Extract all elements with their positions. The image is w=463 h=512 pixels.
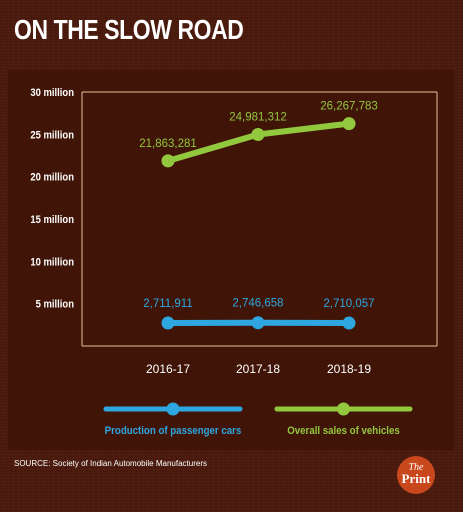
logo-line2: Print: [401, 471, 431, 486]
x-tick-label: 2017-18: [236, 362, 280, 376]
data-label-production: 2,746,658: [232, 298, 283, 310]
data-point-sales: [342, 117, 356, 131]
legend-label-sales: Overall sales of vehicles: [287, 426, 400, 438]
chart-title: ON THE SLOW ROAD: [14, 14, 244, 45]
data-label-production: 2,711,911: [143, 298, 192, 310]
chart-series: 2,711,911 2,746,658 2,710,057 21,863,281 24,…: [139, 101, 378, 330]
y-tick-label: 30 million: [30, 87, 74, 99]
x-tick-label: 2018-19: [327, 362, 371, 376]
theprint-logo: The Print: [397, 456, 435, 494]
data-point-sales: [161, 154, 175, 168]
x-tick-label: 2016-17: [146, 362, 190, 376]
data-label-sales: 24,981,312: [229, 111, 287, 123]
data-point-production: [342, 316, 356, 330]
y-tick-label: 25 million: [30, 130, 74, 142]
y-axis-ticks: 5 million 10 million 15 million 20 million 2…: [30, 87, 74, 310]
source-note: SOURCE: Society of Indian Automobile Man…: [14, 459, 207, 468]
logo-line1: The: [408, 462, 424, 473]
y-tick-label: 5 million: [36, 299, 74, 311]
y-tick-label: 10 million: [30, 257, 74, 269]
chart-axes: [81, 91, 438, 347]
data-label-sales: 21,863,281: [139, 138, 197, 150]
data-point-production: [251, 316, 265, 330]
series-sales: 21,863,281 24,981,312 26,267,783: [139, 101, 378, 168]
data-point-production: [161, 316, 175, 330]
data-point-sales: [251, 127, 265, 141]
legend-marker-production: [166, 402, 180, 416]
data-label-sales: 26,267,783: [320, 101, 378, 113]
chart-legend: Production of passenger cars Overall sale…: [103, 402, 413, 438]
data-label-production: 2,710,057: [323, 298, 374, 310]
x-axis-ticks: 2016-17 2017-18 2018-19: [146, 362, 371, 376]
y-tick-label: 20 million: [30, 172, 74, 184]
legend-marker-sales: [337, 402, 350, 416]
series-production: 2,711,911 2,746,658 2,710,057: [143, 298, 375, 330]
y-tick-label: 15 million: [30, 214, 74, 226]
legend-label-production: Production of passenger cars: [105, 426, 242, 438]
